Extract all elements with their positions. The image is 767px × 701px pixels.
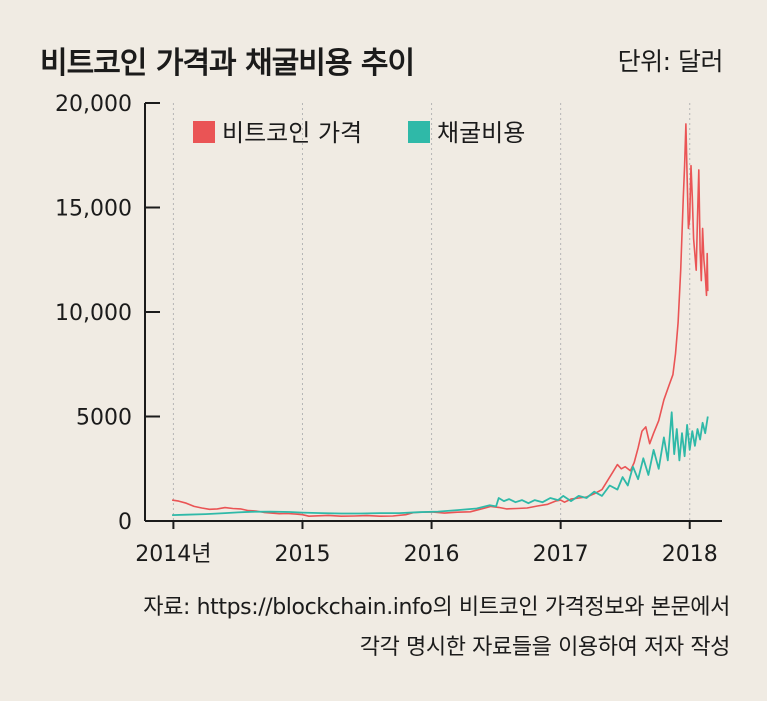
x-tick-label-1: 2015: [274, 542, 330, 567]
legend-swatch-0: [193, 121, 215, 143]
series-line-0: [171, 123, 709, 517]
x-tick-label-0: 2014년: [135, 542, 211, 567]
unit-label: 단위: 달러: [617, 47, 724, 76]
grid-lines: [172, 103, 691, 521]
series-lines: [171, 123, 709, 517]
y-tick-label-1: 5000: [76, 406, 132, 431]
y-tick-label-0: 0: [118, 510, 132, 535]
y-tick-label-3: 15,000: [55, 197, 132, 222]
source-line-2: 각각 명시한 자료들을 이용하여 저자 작성: [359, 635, 731, 660]
legend-label-0: 비트코인 가격: [222, 119, 362, 147]
y-tick-label-4: 20,000: [55, 92, 132, 117]
source-note: 자료: https://blockchain.info의 비트코인 가격정보와 …: [30, 588, 730, 668]
legend-swatch-1: [408, 121, 430, 143]
source-line-1: 자료: https://blockchain.info의 비트코인 가격정보와 …: [143, 595, 730, 620]
series-line-1: [172, 411, 709, 516]
x-ticks: 2014년 2015 2016 2017 2018: [135, 521, 718, 567]
x-tick-label-3: 2017: [533, 542, 589, 567]
y-tick-label-2: 10,000: [55, 301, 132, 326]
chart-title: 비트코인 가격과 채굴비용 추이: [40, 46, 415, 81]
x-tick-label-4: 2018: [662, 542, 718, 567]
legend-label-1: 채굴비용: [437, 119, 525, 147]
x-tick-label-2: 2016: [404, 542, 460, 567]
legend: 비트코인 가격 채굴비용: [193, 119, 525, 147]
y-ticks: 0 5000 10,000 15,000 20,000: [55, 92, 160, 535]
